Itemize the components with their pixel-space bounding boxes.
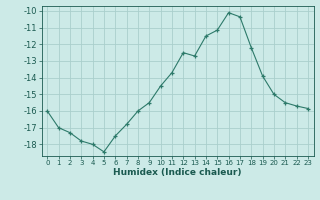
X-axis label: Humidex (Indice chaleur): Humidex (Indice chaleur) (113, 168, 242, 177)
